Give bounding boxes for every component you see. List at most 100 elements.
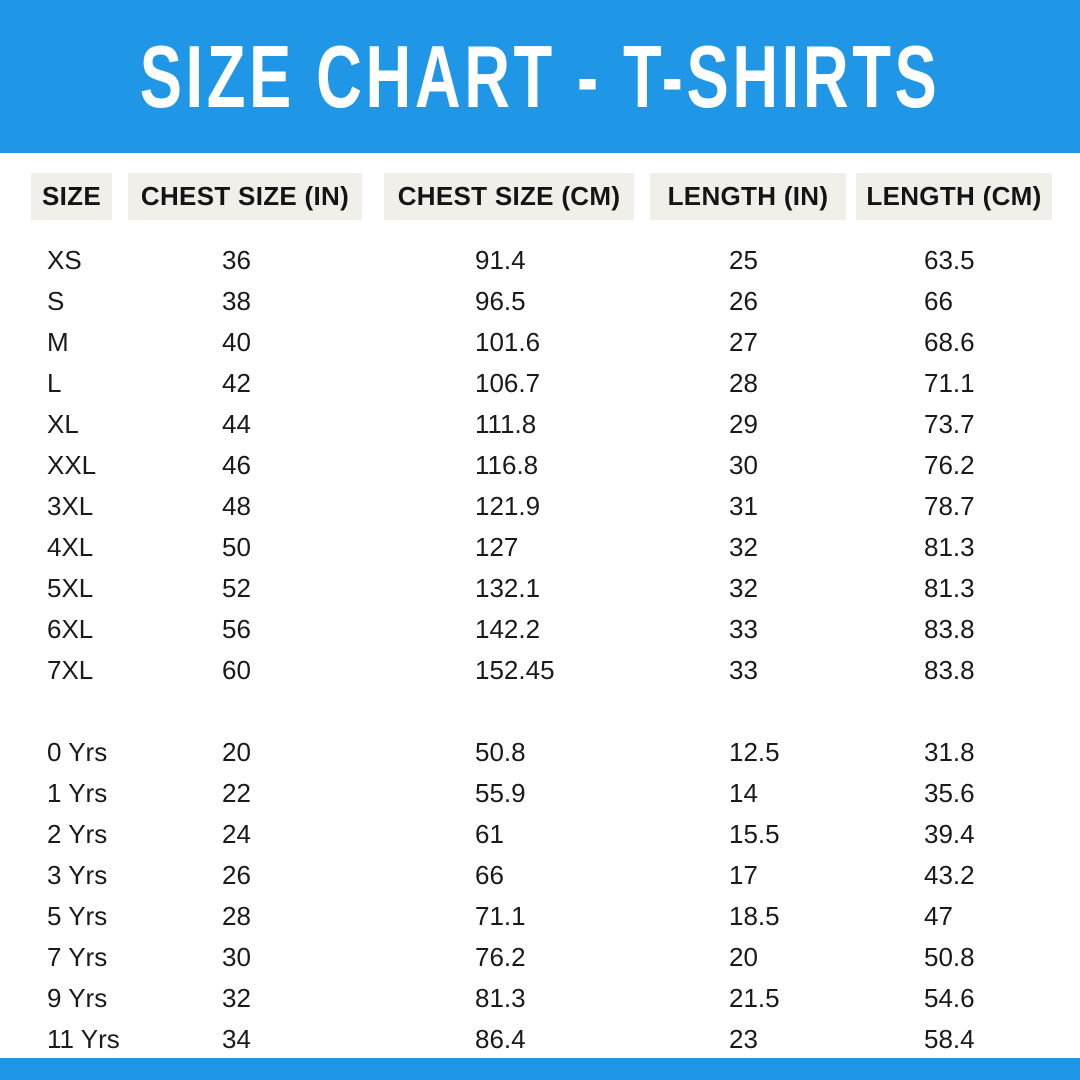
- section-spacer: [0, 691, 1080, 732]
- cell-chest-in: 50: [222, 532, 251, 562]
- adult-size-group: XS 36 91.4 25 63.5 S 38 96.5 26 66 M 40 101.6 27 68.6 L…: [0, 240, 1080, 691]
- cell-length-in: 21.5: [729, 983, 780, 1013]
- cell-chest-in: 56: [222, 614, 251, 644]
- kids-size-group: 0 Yrs 20 50.8 12.5 31.8 1 Yrs 22 55.9 14 35.6 2 Yr…: [0, 732, 1080, 1060]
- column-header-chest-size-in: CHEST SIZE (IN): [128, 173, 362, 220]
- cell-length-in: 32: [729, 532, 758, 562]
- cell-chest-cm: 61: [475, 819, 504, 849]
- cell-chest-in: 26: [222, 860, 251, 890]
- table-row: L 42 106.7 28 71.1: [0, 363, 1080, 404]
- cell-chest-in: 44: [222, 409, 251, 439]
- cell-size: 5XL: [47, 573, 94, 603]
- cell-size: XL: [47, 409, 79, 439]
- cell-length-cm: 43.2: [924, 860, 975, 890]
- cell-chest-cm: 121.9: [475, 491, 541, 521]
- cell-length-in: 18.5: [729, 901, 780, 931]
- column-header-length-in: LENGTH (IN): [650, 173, 846, 220]
- cell-chest-in: 46: [222, 450, 251, 480]
- size-table: SIZE CHEST SIZE (IN) CHEST SIZE (CM) LEN…: [0, 153, 1080, 1058]
- cell-size: 3XL: [47, 491, 94, 521]
- cell-length-in: 33: [729, 614, 758, 644]
- cell-length-cm: 68.6: [924, 327, 975, 357]
- cell-size: 7XL: [47, 655, 94, 685]
- cell-chest-cm: 55.9: [475, 778, 526, 808]
- cell-size: 2 Yrs: [47, 819, 108, 849]
- cell-length-cm: 78.7: [924, 491, 975, 521]
- column-header-chest-size-cm: CHEST SIZE (CM): [384, 173, 634, 220]
- cell-chest-cm: 86.4: [475, 1024, 526, 1054]
- cell-length-cm: 81.3: [924, 532, 975, 562]
- column-header-size: SIZE: [31, 173, 112, 220]
- table-row: 0 Yrs 20 50.8 12.5 31.8: [0, 732, 1080, 773]
- cell-chest-cm: 76.2: [475, 942, 526, 972]
- table-row: 3 Yrs 26 66 17 43.2: [0, 855, 1080, 896]
- cell-chest-cm: 101.6: [475, 327, 541, 357]
- table-row: 11 Yrs 34 86.4 23 58.4: [0, 1019, 1080, 1060]
- page-title: SIZE CHART - T-SHIRTS: [139, 26, 941, 126]
- cell-chest-in: 28: [222, 901, 251, 931]
- cell-chest-in: 40: [222, 327, 251, 357]
- cell-size: 9 Yrs: [47, 983, 108, 1013]
- cell-length-cm: 54.6: [924, 983, 975, 1013]
- cell-length-in: 17: [729, 860, 758, 890]
- table-row: XS 36 91.4 25 63.5: [0, 240, 1080, 281]
- table-row: XL 44 111.8 29 73.7: [0, 404, 1080, 445]
- table-row: 2 Yrs 24 61 15.5 39.4: [0, 814, 1080, 855]
- cell-length-cm: 35.6: [924, 778, 975, 808]
- cell-chest-in: 20: [222, 737, 251, 767]
- cell-chest-in: 24: [222, 819, 251, 849]
- cell-length-cm: 47: [924, 901, 953, 931]
- cell-chest-cm: 127: [475, 532, 519, 562]
- table-row: 9 Yrs 32 81.3 21.5 54.6: [0, 978, 1080, 1019]
- cell-length-cm: 71.1: [924, 368, 975, 398]
- cell-length-in: 27: [729, 327, 758, 357]
- cell-size: L: [47, 368, 62, 398]
- table-row: M 40 101.6 27 68.6: [0, 322, 1080, 363]
- cell-length-cm: 31.8: [924, 737, 975, 767]
- cell-chest-in: 48: [222, 491, 251, 521]
- cell-length-in: 32: [729, 573, 758, 603]
- cell-size: 6XL: [47, 614, 94, 644]
- cell-chest-in: 36: [222, 245, 251, 275]
- table-row: 5 Yrs 28 71.1 18.5 47: [0, 896, 1080, 937]
- cell-length-in: 12.5: [729, 737, 780, 767]
- cell-length-in: 31: [729, 491, 758, 521]
- cell-chest-cm: 152.45: [475, 655, 555, 685]
- table-row: 5XL 52 132.1 32 81.3: [0, 568, 1080, 609]
- cell-chest-cm: 116.8: [475, 450, 539, 480]
- cell-chest-in: 52: [222, 573, 251, 603]
- cell-chest-cm: 81.3: [475, 983, 526, 1013]
- cell-length-in: 28: [729, 368, 758, 398]
- cell-length-cm: 58.4: [924, 1024, 975, 1054]
- cell-chest-cm: 132.1: [475, 573, 541, 603]
- table-row: 7 Yrs 30 76.2 20 50.8: [0, 937, 1080, 978]
- cell-length-in: 15.5: [729, 819, 780, 849]
- cell-chest-in: 42: [222, 368, 251, 398]
- cell-length-cm: 76.2: [924, 450, 975, 480]
- cell-size: 5 Yrs: [47, 901, 108, 931]
- cell-length-in: 29: [729, 409, 758, 439]
- cell-length-cm: 66: [924, 286, 953, 316]
- cell-chest-cm: 91.4: [475, 245, 526, 275]
- cell-size: 7 Yrs: [47, 942, 108, 972]
- table-row: XXL 46 116.8 30 76.2: [0, 445, 1080, 486]
- cell-chest-in: 38: [222, 286, 251, 316]
- column-header-length-cm: LENGTH (CM): [856, 173, 1052, 220]
- cell-length-in: 30: [729, 450, 758, 480]
- cell-length-cm: 83.8: [924, 614, 975, 644]
- cell-length-cm: 83.8: [924, 655, 975, 685]
- cell-size: 3 Yrs: [47, 860, 108, 890]
- cell-length-cm: 63.5: [924, 245, 975, 275]
- cell-length-cm: 39.4: [924, 819, 975, 849]
- cell-chest-cm: 50.8: [475, 737, 526, 767]
- table-row: S 38 96.5 26 66: [0, 281, 1080, 322]
- cell-chest-cm: 106.7: [475, 368, 541, 398]
- cell-chest-cm: 111.8: [475, 409, 537, 439]
- cell-length-in: 26: [729, 286, 758, 316]
- table-row: 4XL 50 127 32 81.3: [0, 527, 1080, 568]
- cell-length-in: 14: [729, 778, 758, 808]
- cell-length-cm: 73.7: [924, 409, 975, 439]
- cell-length-in: 20: [729, 942, 758, 972]
- footer-bar: [0, 1058, 1080, 1080]
